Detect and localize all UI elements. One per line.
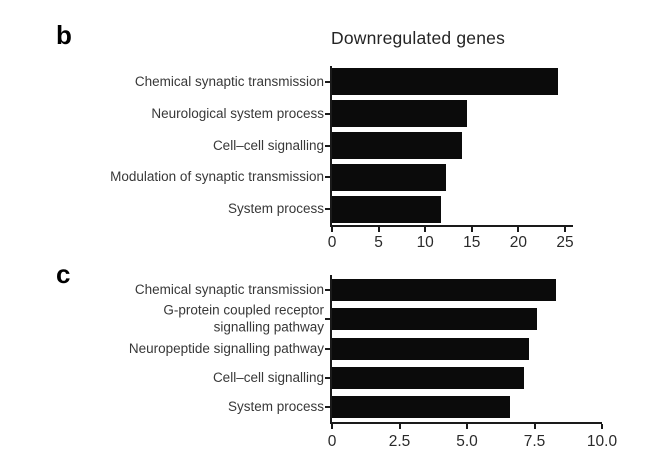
x-tick: [564, 227, 566, 232]
category-tick: [325, 288, 330, 291]
bar: [332, 366, 524, 389]
category-tick: [325, 318, 330, 321]
category-tick: [325, 144, 330, 147]
category-tick: [325, 176, 330, 179]
x-tick-label: 10.0: [586, 433, 618, 450]
category-label: Modulation of synaptic transmission: [110, 169, 324, 185]
x-tick-label: 0: [327, 234, 337, 251]
category-label: Neuropeptide signalling pathway: [128, 340, 324, 356]
bar: [332, 195, 442, 223]
category-label: System process: [227, 200, 324, 216]
category-label: Cell–cell signalling: [212, 137, 324, 153]
y-axis: [330, 66, 332, 227]
category-tick: [325, 376, 330, 379]
bar: [332, 308, 538, 331]
x-tick-label: 7.5: [523, 433, 546, 450]
category-label: Cell–cell signalling: [212, 369, 324, 385]
category-tick: [325, 112, 330, 115]
category-label: Chemical synaptic transmission: [134, 73, 324, 89]
bar: [332, 132, 463, 159]
x-tick-label: 5.0: [456, 433, 478, 450]
category-label: G-protein coupled receptor signalling pa…: [163, 302, 324, 335]
x-tick: [533, 424, 536, 429]
y-axis: [330, 275, 332, 424]
x-tick: [424, 227, 427, 232]
x-tick: [601, 424, 603, 429]
bar: [332, 278, 557, 301]
category-label: Chemical synaptic transmission: [134, 281, 324, 297]
bar: [332, 163, 446, 191]
category-tick: [325, 347, 330, 350]
x-tick-label: 0: [327, 433, 337, 450]
x-tick: [470, 227, 473, 232]
x-tick-label: 10: [416, 234, 434, 251]
category-tick: [325, 80, 330, 83]
x-axis: [330, 422, 602, 424]
x-tick: [331, 424, 333, 429]
bar: [332, 337, 530, 360]
x-tick: [398, 424, 401, 429]
x-tick: [377, 227, 380, 232]
chart-title: Downregulated genes: [331, 28, 506, 48]
x-tick-label: 15: [463, 234, 481, 251]
panel-letter-b: b: [56, 20, 72, 50]
x-tick-label: 2.5: [388, 433, 411, 450]
category-label: Neurological system process: [151, 105, 324, 121]
x-tick-label: 5: [374, 234, 383, 251]
x-tick: [466, 424, 468, 429]
panel-letter-c: c: [56, 259, 71, 289]
x-axis: [330, 225, 573, 227]
x-tick: [331, 227, 333, 232]
bar: [332, 68, 558, 96]
x-tick-label: 25: [556, 234, 574, 251]
x-tick: [517, 227, 520, 232]
category-tick: [325, 208, 330, 211]
category-label: System process: [227, 399, 324, 415]
bar: [332, 396, 511, 419]
category-tick: [325, 406, 330, 409]
bar: [332, 100, 468, 128]
x-tick-label: 20: [509, 234, 528, 251]
